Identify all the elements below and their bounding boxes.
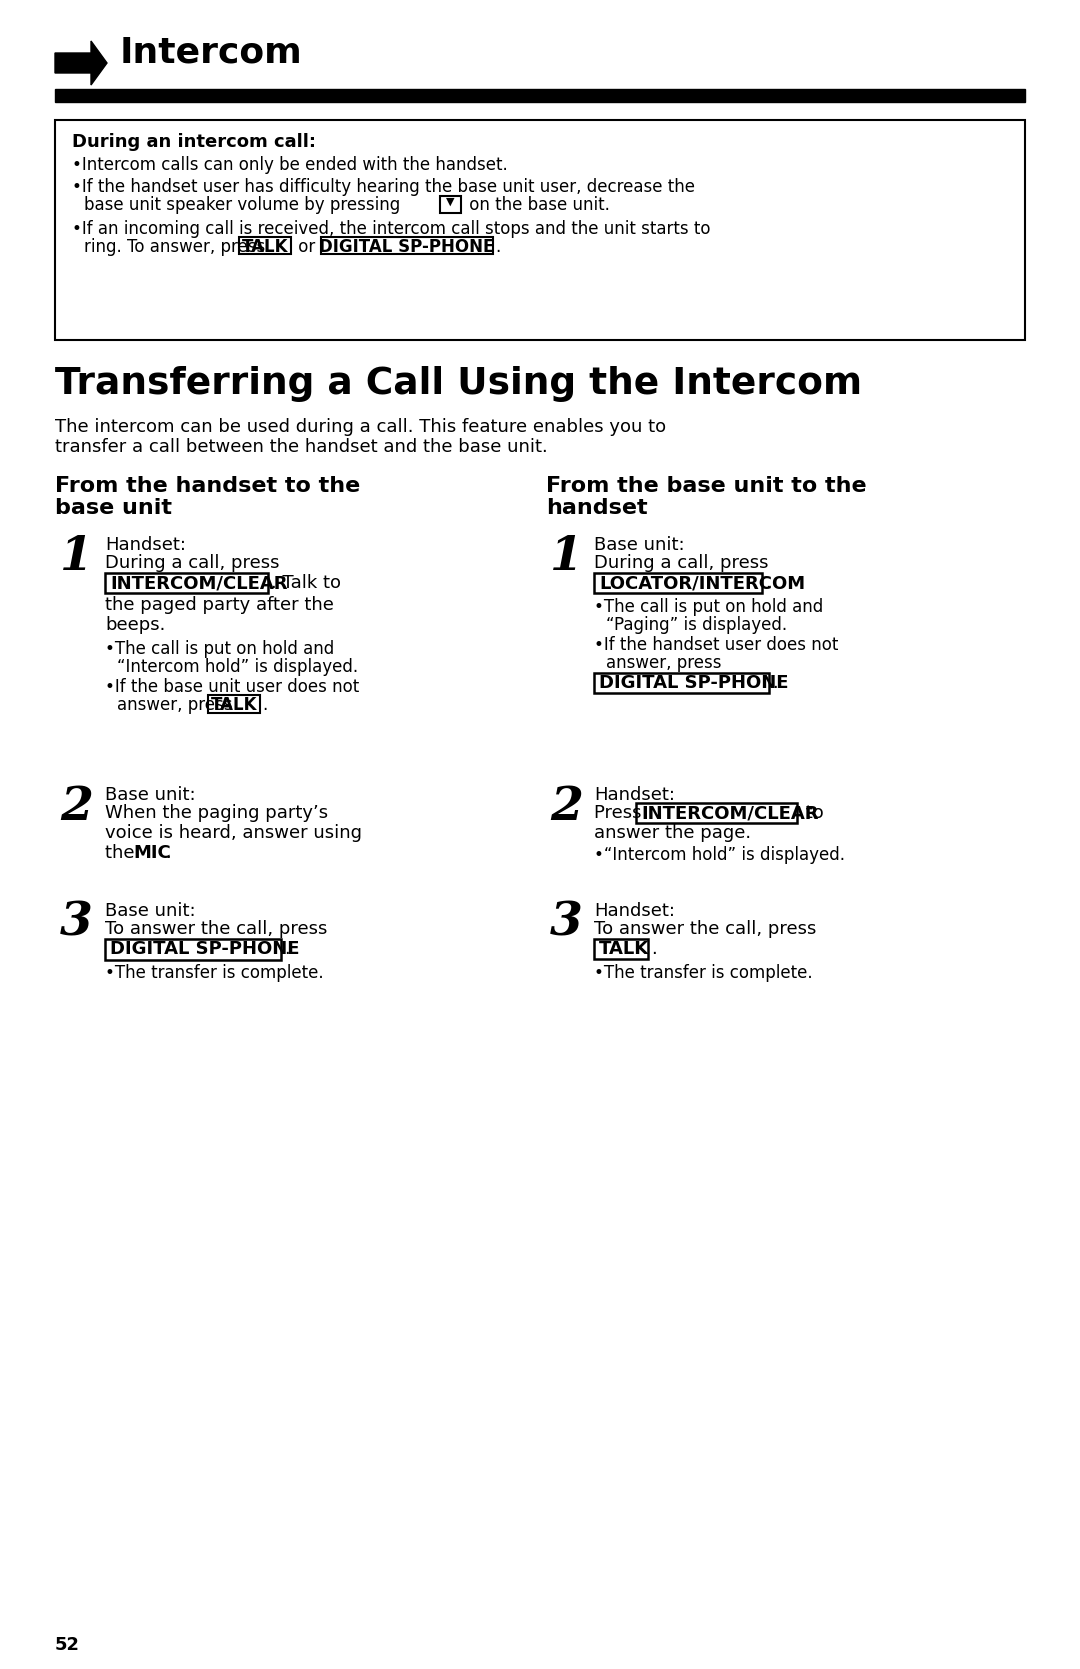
Text: 3: 3 [60,900,93,946]
Text: Base unit:: Base unit: [105,786,195,804]
Text: TALK: TALK [242,239,288,255]
Text: During a call, press: During a call, press [594,554,769,572]
Text: The intercom can be used during a call. This feature enables you to: The intercom can be used during a call. … [55,417,666,436]
Text: •The transfer is complete.: •The transfer is complete. [105,965,324,981]
Text: •If the base unit user does not: •If the base unit user does not [105,678,360,696]
Text: or: or [293,239,321,255]
Text: answer the page.: answer the page. [594,824,751,841]
Text: .: . [284,940,289,958]
Text: 2: 2 [60,784,93,829]
Text: Base unit:: Base unit: [594,536,685,554]
Text: 3: 3 [550,900,583,946]
Text: . Talk to: . Talk to [271,574,341,592]
Text: DIGITAL SP-PHONE: DIGITAL SP-PHONE [320,239,495,255]
Text: answer, press: answer, press [117,696,238,714]
Text: To answer the call, press: To answer the call, press [105,920,327,938]
Text: •If the handset user has difficulty hearing the base unit user, decrease the: •If the handset user has difficulty hear… [72,179,696,195]
Text: ring. To answer, press: ring. To answer, press [84,239,270,255]
Polygon shape [55,42,107,85]
Bar [55,88,1025,102]
Text: .: . [651,940,657,958]
Text: TALK: TALK [599,940,649,958]
Text: DIGITAL SP-PHONE: DIGITAL SP-PHONE [599,674,788,693]
Text: TALK: TALK [211,696,257,714]
Text: the: the [105,845,140,861]
Text: Intercom: Intercom [120,37,302,70]
Text: transfer a call between the handset and the base unit.: transfer a call between the handset and … [55,437,548,456]
Text: .: . [165,845,171,861]
Bar [105,940,281,960]
Bar [105,572,268,592]
Bar [594,673,769,693]
Text: 1: 1 [550,534,583,581]
Bar [55,120,1025,340]
Text: During a call, press: During a call, press [105,554,280,572]
Text: Base unit:: Base unit: [105,901,195,920]
Text: Handset:: Handset: [594,786,675,804]
Text: 2: 2 [550,784,583,829]
Text: base unit: base unit [55,497,172,517]
Text: From the handset to the: From the handset to the [55,476,361,496]
Text: •“Intercom hold” is displayed.: •“Intercom hold” is displayed. [594,846,845,865]
Text: •The call is put on hold and: •The call is put on hold and [105,639,334,658]
Text: to: to [800,804,824,823]
Bar [208,694,260,713]
Text: answer, press: answer, press [606,654,721,673]
Text: Press: Press [594,804,647,823]
Text: the paged party after the: the paged party after the [105,596,334,614]
Text: •Intercom calls can only be ended with the handset.: •Intercom calls can only be ended with t… [72,155,508,174]
Text: When the paging party’s: When the paging party’s [105,804,328,823]
Bar [594,940,648,960]
Text: Handset:: Handset: [594,901,675,920]
Text: .: . [765,574,771,592]
Text: INTERCOM/CLEAR: INTERCOM/CLEAR [642,804,819,823]
Text: •If the handset user does not: •If the handset user does not [594,636,838,654]
Text: beeps.: beeps. [105,616,165,634]
Bar [594,572,762,592]
Text: Transferring a Call Using the Intercom: Transferring a Call Using the Intercom [55,366,862,402]
Text: LOCATOR/INTERCOM: LOCATOR/INTERCOM [599,574,805,592]
Text: .: . [772,674,778,693]
Text: DIGITAL SP-PHONE: DIGITAL SP-PHONE [110,940,299,958]
Text: •If an incoming call is received, the intercom call stops and the unit starts to: •If an incoming call is received, the in… [72,220,711,239]
Text: handset: handset [546,497,648,517]
Text: 52: 52 [55,1636,80,1654]
Text: From the base unit to the: From the base unit to the [546,476,866,496]
Text: base unit speaker volume by pressing: base unit speaker volume by pressing [84,195,405,214]
Text: To answer the call, press: To answer the call, press [594,920,816,938]
Text: 1: 1 [60,534,93,581]
Bar [440,195,461,214]
Text: During an intercom call:: During an intercom call: [72,134,316,150]
Bar [321,237,492,254]
Text: “Intercom hold” is displayed.: “Intercom hold” is displayed. [117,658,359,676]
Text: .: . [495,239,500,255]
Text: ▼: ▼ [446,197,455,207]
Text: INTERCOM/CLEAR: INTERCOM/CLEAR [110,574,287,592]
Bar [239,237,291,254]
Text: on the base unit.: on the base unit. [464,195,610,214]
Text: Handset:: Handset: [105,536,186,554]
Text: MIC: MIC [133,845,171,861]
Bar [636,803,797,823]
Text: “Paging” is displayed.: “Paging” is displayed. [606,616,787,634]
Text: •The transfer is complete.: •The transfer is complete. [594,965,812,981]
Text: .: . [262,696,267,714]
Text: voice is heard, answer using: voice is heard, answer using [105,824,362,841]
Text: •The call is put on hold and: •The call is put on hold and [594,598,823,616]
